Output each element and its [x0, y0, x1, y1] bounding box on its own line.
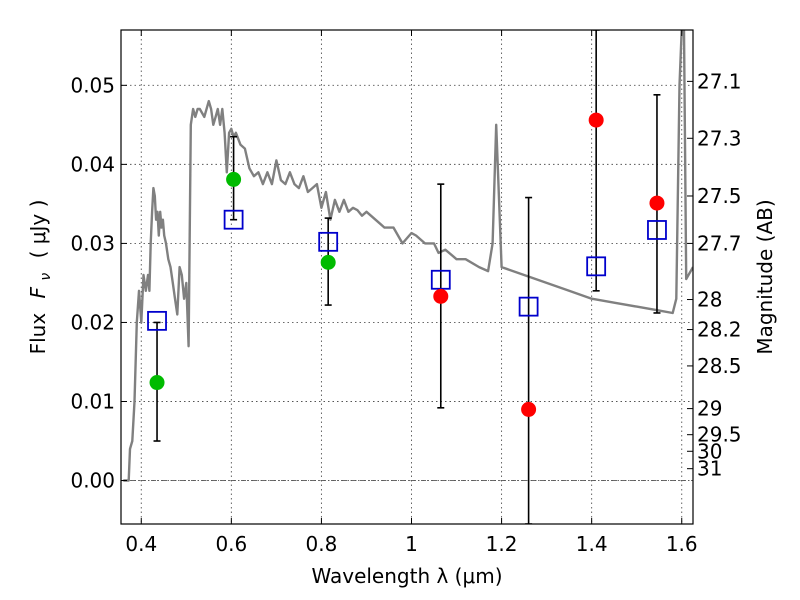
y2-tick-label: 28.5	[697, 354, 742, 378]
y-tick-label: 0.05	[70, 73, 115, 97]
y-axis-label-unit: ( μJy )	[26, 200, 50, 259]
y2-tick-label: 27.3	[697, 126, 742, 150]
x-tick-label: 1	[405, 532, 418, 556]
model-photometry-square	[647, 220, 667, 240]
y2-tick-label: 30	[697, 439, 722, 463]
errorbar	[592, 30, 600, 292]
y2-axis-label: Magnitude (AB)	[753, 199, 777, 354]
x-tick-label: 1.2	[486, 532, 518, 556]
grid-lines	[121, 30, 693, 524]
errorbar	[525, 196, 533, 524]
errorbar-layer	[153, 30, 661, 524]
y2-tick-label: 31	[697, 457, 722, 481]
x-tick-label: 0.6	[215, 532, 247, 556]
observed-point-green	[149, 375, 165, 391]
model-photometry-square	[586, 256, 607, 277]
y2-tick-label: 29	[697, 397, 722, 421]
tick-layer: 0.4 0.6 0.8 1 1.2 1.4 1.6 0.00 0.01 0.02 0.03 0.04 0…	[70, 30, 742, 556]
observed-point-red	[521, 401, 537, 417]
y-tick-label: 0.00	[70, 469, 115, 493]
model-photometry-square	[223, 209, 244, 230]
model-photometry-square	[518, 296, 539, 317]
y-axis-label-symbol: F	[26, 286, 50, 298]
y2-tick-label: 28.2	[697, 318, 742, 342]
model-photometry-square	[430, 269, 451, 290]
model-photometry-square	[147, 310, 167, 331]
marker-layer	[147, 112, 667, 417]
svg-text:Flux F ν ( μ: Flux F ν ( μJy )	[26, 200, 55, 355]
sed-layer	[123, 30, 693, 482]
y-axis-label-text: Flux	[26, 313, 50, 355]
y-tick-label: 0.04	[70, 152, 115, 176]
y2-tick-label: 28	[697, 288, 722, 312]
y2-tick-label: 27.7	[697, 231, 742, 255]
plot-frame	[120, 29, 694, 525]
y-axis-label: Flux F ν ( μJy )	[26, 200, 55, 355]
sed-model-line	[123, 30, 693, 482]
observed-point-red	[649, 195, 665, 211]
y-tick-label: 0.03	[70, 231, 115, 255]
model-photometry-square	[318, 231, 339, 252]
y2-tick-label: 29.5	[697, 423, 742, 447]
observed-point-red	[588, 112, 604, 128]
y2-tick-label: 27.1	[697, 69, 742, 93]
observed-point-green	[226, 171, 242, 187]
x-tick-label: 1.6	[666, 532, 698, 556]
y-tick-label: 0.01	[70, 389, 115, 413]
observed-point-red	[433, 288, 449, 304]
x-tick-label: 0.4	[125, 532, 157, 556]
x-tick-label: 0.8	[306, 532, 338, 556]
y-tick-label: 0.02	[70, 310, 115, 334]
x-axis-label: Wavelength λ (μm)	[311, 564, 502, 588]
observed-point-green	[320, 254, 336, 270]
y2-tick-label: 27.5	[697, 184, 742, 208]
y-axis-label-subscript: ν	[38, 273, 54, 281]
x-tick-label: 1.4	[576, 532, 608, 556]
